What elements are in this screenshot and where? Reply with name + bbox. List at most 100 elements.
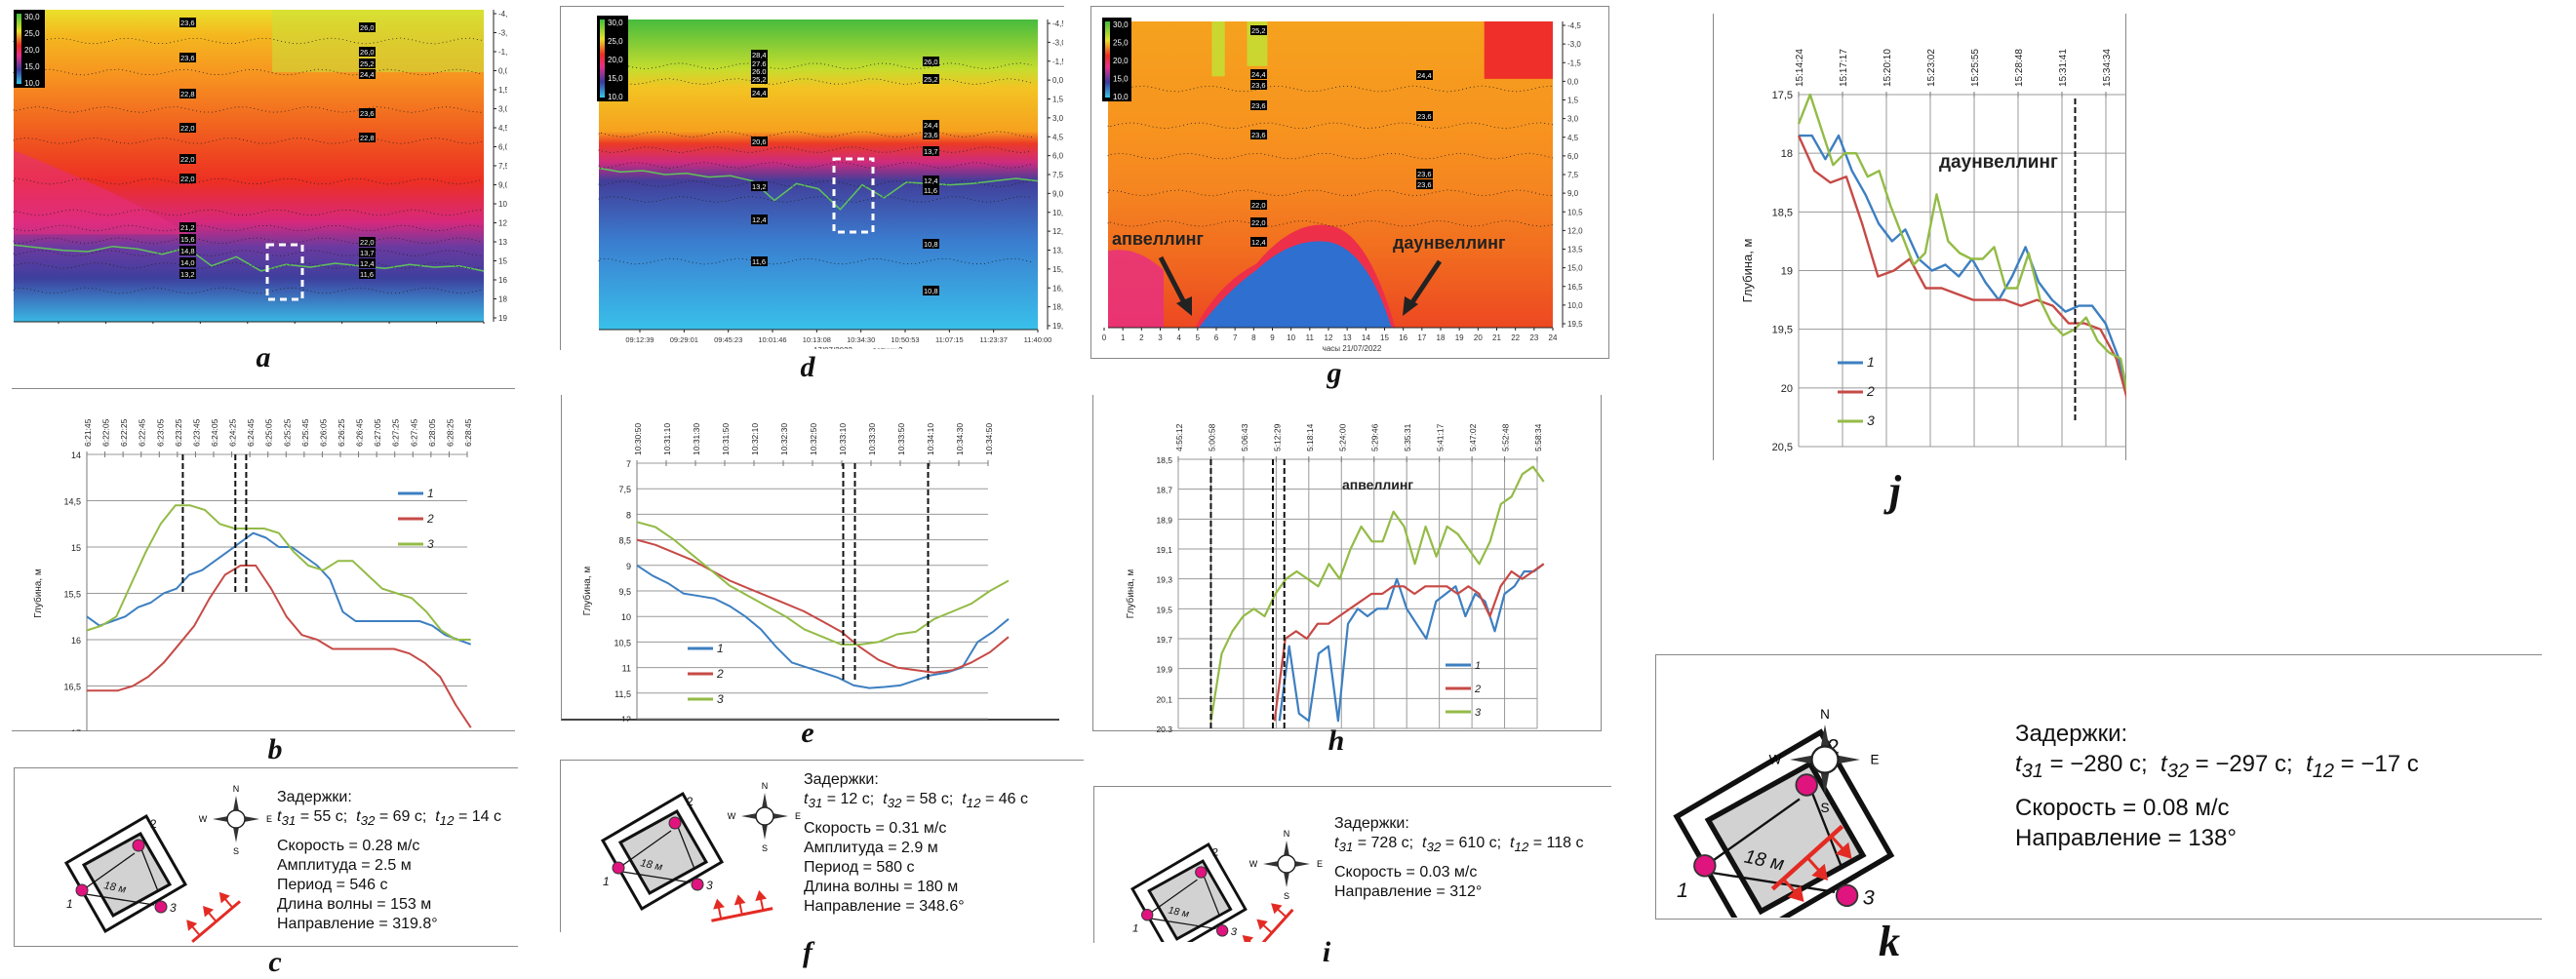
legend-label: 1 — [1475, 660, 1481, 672]
y-tick-label: 15,0 — [1567, 264, 1583, 273]
contour-label-bg — [179, 89, 196, 98]
compass-e: E — [795, 811, 801, 821]
x-tick-label: 3 — [1158, 333, 1163, 342]
panel-label-g: g — [1327, 357, 1342, 389]
legend-label: 2 — [426, 512, 434, 526]
y-tick-label: 9,0 — [498, 181, 507, 190]
x-tick-label: 5:12:29 — [1272, 423, 1282, 451]
sensor-label-3: 3 — [1863, 884, 1875, 909]
contour-label-bg — [359, 69, 376, 79]
speed: Скорость = 0.31 м/с — [804, 820, 947, 838]
contour-label: 10,8 — [924, 287, 938, 295]
contour-label-bg — [751, 50, 768, 59]
sensor-label-2: 2 — [150, 817, 157, 831]
baseline-1-2 — [83, 852, 136, 890]
x-tick-label: 5:24:00 — [1337, 423, 1347, 451]
wave-arrow-head — [755, 889, 768, 901]
baseline-1-2 — [1148, 879, 1198, 915]
wave-arrow-head — [186, 920, 198, 931]
contour-label: 23,6 — [1251, 81, 1266, 90]
contour-label: 26,0 — [924, 58, 938, 66]
x-tick-label: 5:58:34 — [1533, 423, 1543, 451]
colorbar-scale — [600, 20, 605, 98]
sensor-1 — [75, 883, 89, 897]
x-tick-label: 6:25:45 — [300, 418, 310, 447]
contour-label: 22,0 — [180, 175, 195, 183]
x-tick-label: 22 — [1511, 333, 1520, 342]
compass-n: N — [1820, 707, 1830, 722]
contour-label-bg — [179, 154, 196, 164]
compass-needle-w — [1790, 755, 1813, 764]
compass-n: N — [233, 784, 240, 794]
x-tick-label: 11 — [1306, 333, 1315, 342]
baseline-1-2 — [1707, 798, 1801, 865]
contour-label-bg — [359, 248, 376, 257]
contour-label-bg — [751, 59, 768, 68]
cold-dome — [1199, 241, 1392, 328]
line-chart-j: 17,5 18 18,5 19 19,5 20 20,5 15:14:24 15:17:17 15… — [1740, 49, 2157, 453]
x-tick-label: 6:23:45 — [191, 418, 201, 447]
line-chart-h: 18,5 18,7 18,9 19,1 19,3 19,5 19,7 19,9 20,1 20,3… — [1125, 423, 1545, 734]
sensor-label-3: 3 — [706, 879, 713, 892]
y-tick-label: 14,5 — [63, 497, 81, 507]
panel-c: 18 м 1 2 3 N S W E — [14, 767, 277, 945]
x-tick-label: 10:31:10 — [662, 423, 672, 455]
contour-label-bg — [751, 137, 768, 146]
direction: Направление = 138° — [2015, 824, 2237, 851]
x-tick-label: 6:25:05 — [264, 418, 274, 447]
y-tick-label: 3,0 — [1567, 115, 1579, 124]
x-axis-label: часы 21/07/2022 — [1323, 344, 1382, 353]
wave-arrow-head — [733, 894, 746, 906]
wave-front-icon — [186, 891, 241, 943]
legend-label: 1 — [717, 642, 724, 655]
x-tick-label: 6:27:45 — [409, 418, 418, 447]
compass-needle-s — [762, 824, 768, 840]
wave-arrow-shaft — [738, 902, 743, 916]
panel-b: 14 14,5 15 15,5 16 16,5 17 6:21:45 6:22:05 6:22:2… — [12, 388, 515, 738]
wave-arrow-shaft — [1805, 856, 1821, 872]
y-tick-label: -1,5 — [1567, 59, 1581, 67]
contour-label: 24,4 — [752, 89, 767, 98]
compass-needle-n — [1820, 724, 1830, 748]
contour-label: 24,4 — [924, 121, 938, 130]
y-tick-label: 12,0 — [498, 219, 507, 228]
x-tick-label: 5 — [1196, 333, 1201, 342]
y-tick-label: 9,0 — [1567, 189, 1579, 198]
contour-label-bg — [179, 246, 196, 255]
x-tick-label: 6:25:25 — [282, 418, 292, 447]
series-line-1 — [636, 564, 1010, 689]
y-tick-label: 7,5 — [498, 162, 507, 171]
sensor-1 — [612, 861, 625, 875]
x-tick-label: 10:32:10 — [750, 423, 760, 455]
contour-label-bg — [179, 269, 196, 279]
sensor-label-1: 1 — [66, 897, 73, 911]
contour-label: 26,0 — [752, 67, 767, 76]
speed: Скорость = 0.03 м/с — [1334, 864, 1478, 881]
series-line-3 — [86, 504, 471, 641]
y-tick-label: 9,5 — [618, 587, 631, 597]
baseline-1-2 — [619, 830, 672, 868]
x-tick-label: 6:23:05 — [155, 418, 165, 447]
panel-label-i: i — [1322, 936, 1331, 968]
contour-label-bg — [1416, 70, 1433, 80]
wavelength: Длина волны = 180 м — [804, 879, 959, 896]
contour-label: 25,2 — [752, 75, 767, 84]
sensor-3 — [1215, 924, 1229, 937]
contour-label: 23,6 — [180, 54, 195, 62]
panel-h: 18,5 18,7 18,9 19,1 19,3 19,5 19,7 19,9 20,1 20,3… — [1092, 395, 1600, 734]
contour-label: 10,8 — [924, 240, 938, 249]
x-tick-label: 5:35:31 — [1403, 423, 1412, 451]
contour-label-bg — [751, 215, 768, 224]
x-tick-label: 09:29:01 — [670, 335, 698, 344]
y-tick-label: 10 — [621, 612, 631, 622]
y-tick-label: 19,5 — [1052, 322, 1063, 331]
contour-label-bg — [751, 88, 768, 98]
x-tick-label: 10:31:30 — [692, 423, 701, 455]
info-k: Задержки: t31 = −280 с; t32 = −297 с; t1… — [2015, 719, 2419, 853]
y-tick-label: 15,5 — [63, 590, 81, 600]
y-tick-label: 1,5 — [498, 86, 507, 95]
x-tick-label: 10:34:10 — [926, 423, 935, 455]
speed: Скорость = 0.08 м/с — [2015, 794, 2230, 821]
contour-label-bg — [1250, 200, 1267, 210]
panel-e: 7 7,5 8 8,5 9 9,5 10 10,5 11 11,5 12 10:30:50 10:31:… — [561, 395, 1058, 724]
